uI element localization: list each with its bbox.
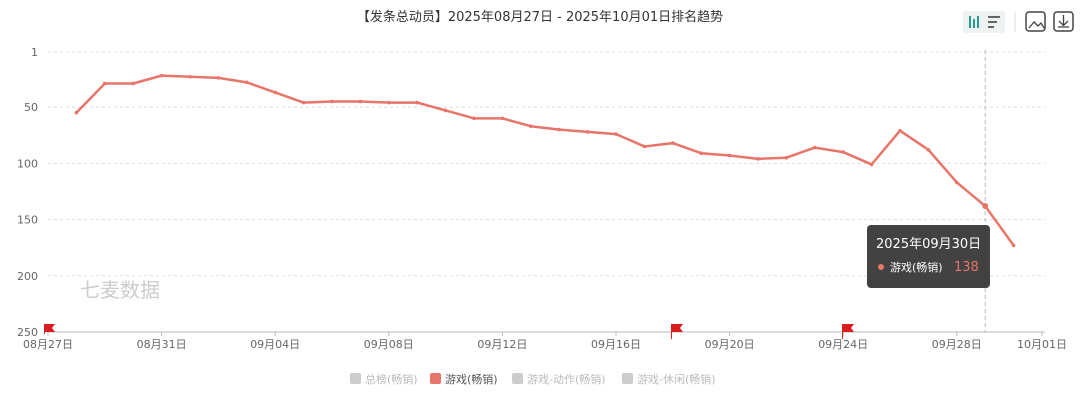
bar-icon[interactable] [969, 16, 979, 28]
y-tick-label: 50 [24, 101, 38, 114]
tooltip-box [867, 225, 990, 288]
y-tick-label: 100 [17, 157, 38, 170]
image-icon-detail [1028, 21, 1045, 29]
x-tick-label: 10月01日 [1017, 338, 1067, 351]
data-point [103, 81, 107, 86]
event-flags[interactable] [44, 324, 854, 339]
x-tick-label: 09月16日 [591, 338, 641, 351]
data-point [472, 116, 476, 121]
data-point [273, 90, 278, 95]
data-point [131, 81, 135, 86]
x-tick-label: 09月24日 [818, 338, 868, 351]
data-point [301, 100, 306, 105]
data-point [358, 99, 363, 104]
data-point [869, 162, 874, 167]
data-point [415, 100, 420, 105]
legend-swatch [350, 373, 361, 384]
x-tick-label: 08月31日 [137, 338, 187, 351]
data-point [188, 74, 192, 79]
data-point [671, 141, 675, 145]
data-point [898, 128, 902, 133]
data-point [387, 100, 391, 105]
y-tick-label: 250 [17, 326, 38, 339]
x-tick-label: 09月04日 [250, 338, 300, 351]
x-tick-label: 09月20日 [705, 338, 755, 351]
data-point [955, 180, 959, 185]
legend-label: 游戏(畅销) [445, 372, 498, 386]
legend-item[interactable]: 游戏-动作(畅销) [512, 372, 606, 386]
legend-label: 游戏-休闲(畅销) [637, 372, 716, 386]
chart-title: 【发条总动员】2025年08月27日 - 2025年10月01日排名趋势 [357, 9, 723, 25]
y-tick-label: 1 [31, 46, 38, 59]
x-tick-label: 09月08日 [364, 338, 414, 351]
data-point [784, 155, 789, 160]
tooltip-series: 游戏(畅销) [890, 260, 943, 274]
data-point [982, 203, 989, 210]
data-point [216, 76, 221, 80]
event-flag[interactable] [842, 324, 854, 339]
data-point [813, 145, 817, 150]
legend-swatch [512, 373, 523, 384]
data-point [74, 110, 79, 115]
legend-label: 游戏-动作(畅销) [527, 372, 606, 386]
data-point [699, 151, 703, 156]
data-point [557, 127, 561, 132]
legend-swatch [430, 373, 441, 384]
x-tick-label: 08月27日 [23, 338, 73, 351]
data-point [841, 150, 845, 154]
data-point [926, 148, 931, 152]
tooltip-dot [878, 264, 884, 270]
data-point [529, 124, 533, 129]
data-point [330, 99, 334, 104]
image-icon[interactable] [1025, 11, 1046, 32]
x-tick-label: 09月12日 [477, 338, 527, 351]
event-flag[interactable] [44, 324, 55, 334]
data-point [159, 73, 164, 78]
tooltip-value: 138 [954, 260, 979, 275]
y-tick-label: 150 [17, 214, 38, 227]
x-tick-label: 09月28日 [932, 338, 982, 351]
data-point [614, 132, 618, 136]
data-point [1011, 243, 1016, 248]
legend-item[interactable]: 游戏(畅销) [430, 372, 498, 386]
data-point [727, 153, 732, 158]
legend-swatch [622, 373, 633, 384]
event-flag[interactable] [671, 324, 683, 339]
toolbar[interactable] [963, 11, 1074, 33]
data-point [642, 144, 647, 149]
data-point [585, 130, 590, 134]
data-point [500, 116, 505, 121]
download-icon-detail [1058, 15, 1069, 28]
legend-label: 总榜(畅销) [365, 372, 418, 386]
download-icon[interactable] [1053, 11, 1074, 32]
series-line [75, 74, 1015, 247]
legend-item[interactable]: 游戏-休闲(畅销) [622, 372, 716, 386]
watermark: 七麦数据 [80, 278, 160, 302]
data-point [443, 108, 448, 113]
list-icon[interactable] [988, 16, 1000, 28]
data-point [756, 157, 760, 161]
legend-item[interactable]: 总榜(畅销) [350, 372, 418, 386]
data-point [245, 80, 249, 85]
y-tick-label: 200 [17, 270, 38, 283]
tooltip-title: 2025年09月30日 [876, 237, 981, 252]
